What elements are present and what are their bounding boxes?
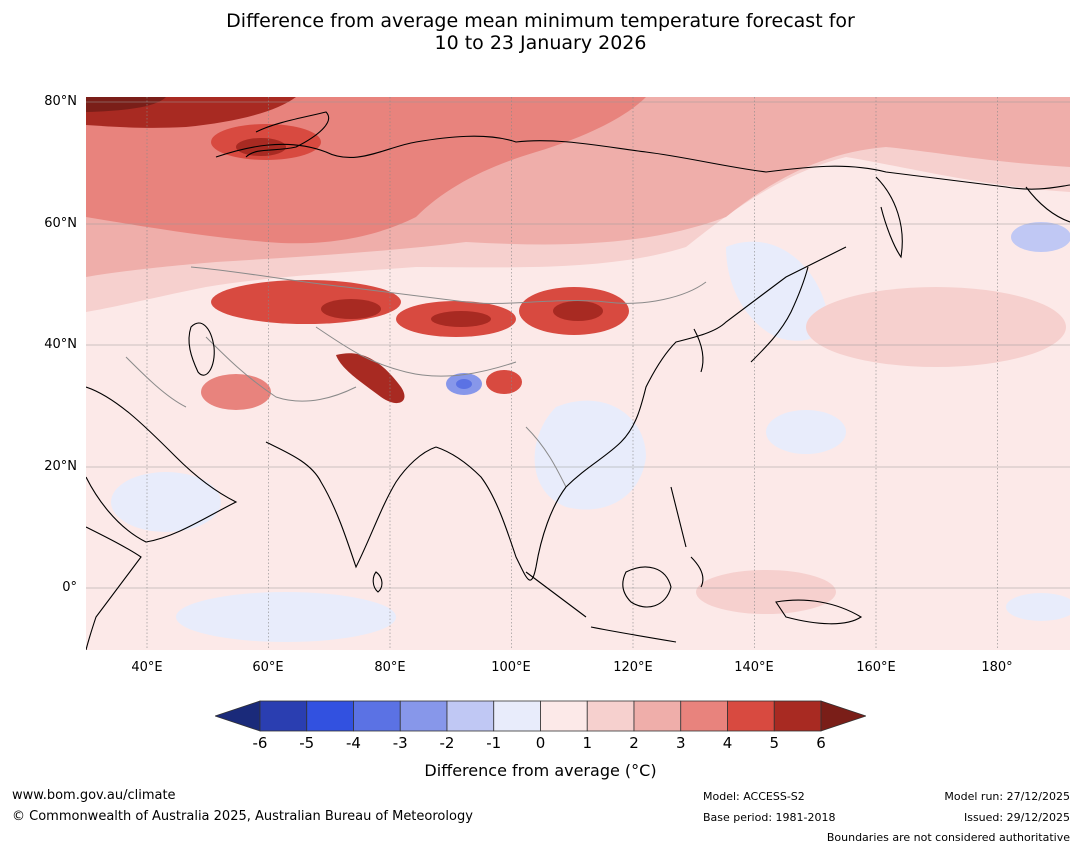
lat-label-0: 0° [62,580,77,595]
anomaly-zone-above6-nw [86,97,166,112]
colorbar-tick-label: 0 [535,734,546,752]
colorbar-title: Difference from average (°C) [424,761,657,780]
colorbar-tick-label: -2 [439,734,455,752]
colorbar-tick-label: -3 [392,734,408,752]
anomaly-zone-cool-manchuria [726,241,827,341]
colorbar-tick-label: -1 [486,734,502,752]
anomaly-zone-3to4-iran [201,374,271,410]
colorbar-segment [493,700,541,732]
map-canvas [86,97,1070,650]
anomaly-zone-5to6-kazakh [321,299,381,319]
anomaly-zone-cool-core-tibet [456,379,472,389]
anomaly-zone-5to6-ural [236,138,286,156]
colorbar-tick-label: 6 [816,734,826,752]
footer-base-period: Base period: 1981-2018 [703,811,836,824]
lon-label-40e: 40°E [131,660,163,675]
forecast-map [86,97,1070,650]
footer-issued: Issued: 29/12/2025 [963,811,1070,824]
anomaly-zone-4to5-kazakh [211,280,401,324]
anomaly-zone-cool-south-pacific [1006,593,1070,621]
colorbar-segment [727,700,775,732]
lon-label-80e: 80°E [374,660,406,675]
lat-label-80n: 80°N [44,94,77,109]
colorbar-segment [306,700,354,732]
footer-model-run: Model run: 27/12/2025 [944,790,1070,803]
colorbar-segment [446,700,495,732]
anomaly-zone-cool-indian-ocean [176,592,396,642]
colorbar-segment [540,700,588,732]
anomaly-zone-cool-pacific [766,410,846,454]
lon-label-120e: 120°E [613,660,653,675]
colorbar-tick-label: 1 [582,734,593,752]
colorbar-tick-label: 5 [769,734,780,752]
anomaly-zone-warm-north-pacific [806,287,1066,367]
coastlines [86,111,1070,650]
colorbar-tick-label: 2 [629,734,639,752]
lat-label-20n: 20°N [44,459,77,474]
anomaly-zone-cool-se-asia [534,400,646,510]
colorbar-segment [399,700,448,732]
anomaly-zone-cool-arabian-sea [111,472,221,532]
colorbar-tick-label: 3 [675,734,686,752]
anomaly-zone-5to6-himalaya [336,353,405,404]
colorbar-segment [353,700,401,732]
colorbar-segment [259,700,308,732]
colorbar [213,700,868,732]
colorbar-segment [633,700,682,732]
footer-model: Model: ACCESS-S2 [703,790,805,803]
latitude-gridlines [86,101,1070,589]
colorbar-tick-label: -6 [252,734,268,752]
anomaly-zone-5to6-mongolia [553,301,603,321]
anomaly-zone-warm-maritime [696,570,836,614]
lon-label-100e: 100°E [491,660,531,675]
anomaly-zone-cool-bering [1011,222,1070,252]
colorbar-extend-high [820,700,868,732]
anomaly-zone-5to6-tarim [431,311,491,327]
title-line-1: Difference from average mean minimum tem… [226,10,855,32]
lon-label-180: 180° [981,660,1013,675]
colorbar-segment [586,700,635,732]
longitude-gridlines [146,97,998,650]
footer-copyright: © Commonwealth of Australia 2025, Austra… [12,809,473,824]
colorbar-extend-low [213,700,261,732]
country-boundaries [125,266,707,488]
map-title: Difference from average mean minimum tem… [0,10,1081,54]
footer-website: www.bom.gov.au/climate [12,788,176,803]
colorbar-svg [213,700,868,732]
lon-label-60e: 60°E [252,660,284,675]
colorbar-segment [773,700,822,732]
lat-label-60n: 60°N [44,216,77,231]
footer-disclaimer: Boundaries are not considered authoritat… [826,831,1070,844]
lon-label-160e: 160°E [856,660,896,675]
lon-label-140e: 140°E [734,660,774,675]
colorbar-segment [680,700,728,732]
colorbar-tick-label: -5 [299,734,315,752]
lat-label-40n: 40°N [44,337,77,352]
anomaly-zone-4to5-sichuan [486,370,522,394]
colorbar-tick-label: 4 [722,734,733,752]
title-line-2: 10 to 23 January 2026 [434,32,647,54]
colorbar-tick-label: -4 [346,734,361,752]
